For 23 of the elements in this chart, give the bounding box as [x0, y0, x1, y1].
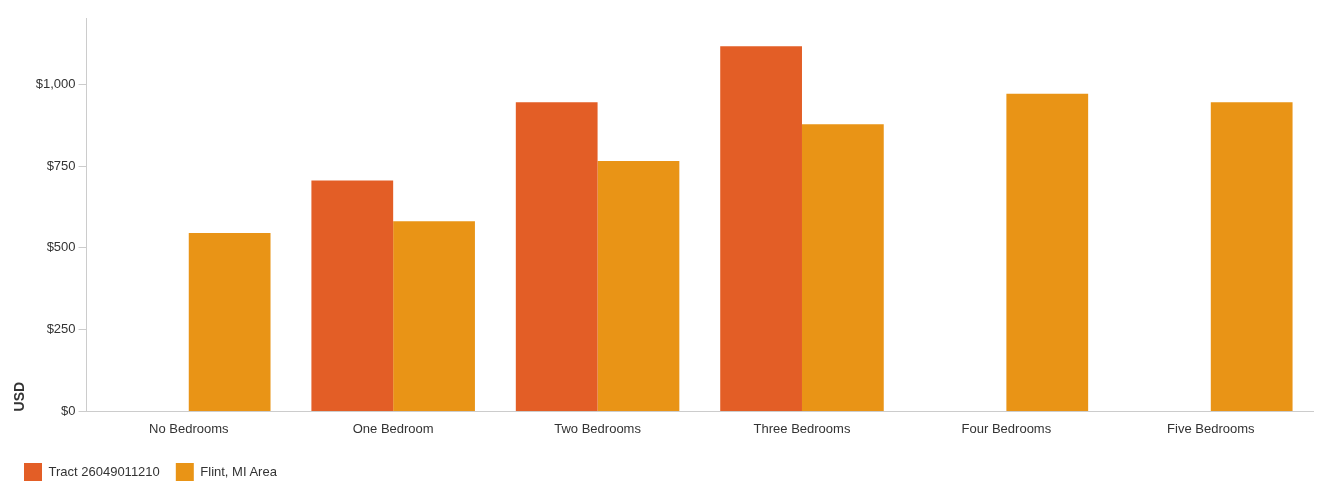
- x-tick-label: Two Bedrooms: [554, 420, 642, 436]
- bar: [801, 124, 884, 411]
- y-tick-label: $250: [46, 321, 76, 337]
- bar: [1006, 93, 1089, 411]
- y-tick-label: $500: [46, 239, 76, 255]
- bar: [188, 233, 271, 411]
- x-tick-label: Three Bedrooms: [753, 420, 851, 436]
- y-tick-label: $750: [46, 157, 76, 173]
- y-tick-label: $0: [61, 402, 76, 418]
- bar: [515, 102, 598, 411]
- legend-label: Tract 26049011210: [48, 463, 160, 479]
- legend-label: Flint, MI Area: [200, 463, 278, 479]
- y-axis-title: USD: [11, 381, 28, 412]
- bar: [311, 180, 394, 411]
- bar: [1210, 102, 1293, 411]
- x-tick-label: Four Bedrooms: [961, 420, 1052, 436]
- bar: [720, 46, 802, 411]
- x-tick-label: One Bedroom: [352, 420, 434, 436]
- x-tick-label: Five Bedrooms: [1167, 420, 1256, 436]
- y-tick-label: $1,000: [35, 75, 76, 91]
- x-tick-label: No Bedrooms: [149, 420, 229, 436]
- bar: [393, 221, 475, 411]
- bar: [597, 161, 680, 411]
